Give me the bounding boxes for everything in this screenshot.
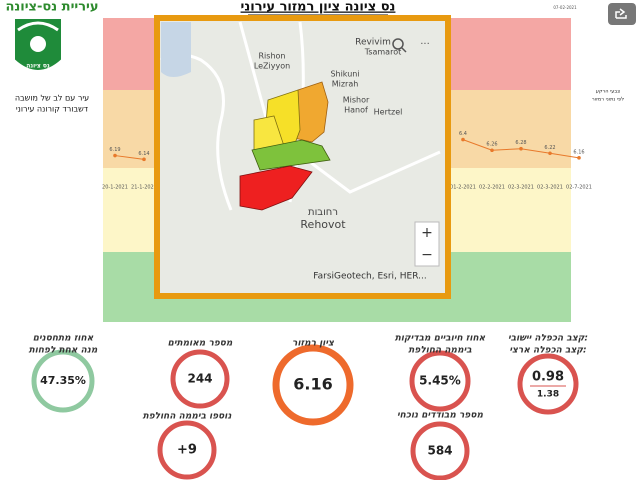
kpi-title: מספר מאומתים	[168, 339, 233, 349]
kpi-title: קצב הכפלה יישובי:	[508, 334, 588, 344]
kpi-value: +9	[177, 443, 197, 458]
map-zone-red	[239, 165, 313, 211]
point-label: 6.16	[573, 149, 584, 155]
kpi-title: מספר מבודדים נוכחי	[397, 411, 483, 421]
x-tick-label: 02-7-2021	[566, 185, 592, 191]
logo-emblem	[30, 36, 46, 52]
slogan: עיר עם לב של מושבה	[15, 94, 89, 103]
kpi-title: נוספו ביממה החולפת	[143, 412, 233, 422]
map-water	[161, 22, 191, 77]
logo-emblem	[17, 21, 59, 32]
place-label: LeZiyyon	[254, 62, 290, 71]
place-label: Rehovot	[300, 218, 346, 231]
map-zone-green	[251, 139, 331, 171]
trend-point	[113, 153, 117, 158]
kpi-title: אחוז חיוביים מבדיקות	[395, 334, 486, 344]
x-tick-label: 01-2-2021	[450, 185, 476, 191]
place-label: Mizrah	[332, 80, 359, 89]
kpi-ring	[157, 420, 217, 480]
city-name: עיריית נס-ציונה	[5, 0, 98, 15]
trend-point	[461, 137, 465, 142]
kpi-ring	[31, 349, 95, 413]
point-label: 6.22	[544, 145, 555, 151]
place-label: Tsamarot	[364, 48, 401, 57]
trend-point	[490, 148, 494, 153]
trend-point	[142, 157, 146, 162]
map-search[interactable]	[392, 38, 404, 50]
x-tick-label: 21-1-2021	[131, 185, 157, 191]
kpi-value: 5.45%	[419, 374, 461, 388]
point-label: 6.4	[459, 131, 467, 137]
x-tick-label: 20-1-2021	[102, 185, 128, 191]
kpi-value: 1.38	[537, 390, 559, 400]
share-icon	[615, 8, 627, 19]
kpi-ring	[272, 344, 354, 426]
kpi-ring	[410, 421, 470, 480]
zoom-out[interactable]: −	[421, 247, 433, 263]
zoom-in[interactable]: +	[421, 225, 433, 241]
map-zoom[interactable]	[414, 221, 440, 267]
place-label: Hertzel	[374, 108, 403, 117]
point-label: 6.19	[109, 147, 120, 153]
place-label: Hanof	[344, 106, 368, 115]
place-label: Mishor	[343, 96, 370, 105]
trend-chart: 6.19 6.14 6.4 6.26 6.28 6.22 6.16 20-1-2021 21-1…	[102, 131, 592, 190]
kpi-value: 0.98	[532, 370, 564, 385]
date: 07-02-2021	[553, 5, 577, 10]
kpi-ring	[170, 349, 230, 409]
kpi-title: ביממה החולפת	[408, 346, 472, 356]
map-attribution: FarsiGeotech, Esri, HER...	[313, 272, 426, 282]
kpi-title: ציון רמזור	[292, 339, 335, 349]
logo-text: נס ציונה	[26, 63, 50, 70]
kpi-value: 244	[187, 372, 212, 386]
kpi-title: אחוז מתחסנים	[33, 334, 94, 344]
subtitle: דשבורד קורונה עירוני	[16, 105, 89, 114]
kpi-value: 6.16	[293, 375, 332, 394]
x-tick-label: 02-3-2021	[508, 185, 534, 191]
legend-note: צבעי הרקע	[596, 89, 620, 95]
kpi-title: קצב הכפלה ארצי:	[509, 346, 586, 356]
kpis: אחוז מתחסנים מנה אחת לפחות 47.35% מספר מאומ…	[29, 334, 588, 480]
trend-point	[548, 151, 552, 156]
kpi-value: 47.35%	[40, 374, 86, 387]
kpi-title: מנה אחת לפחות	[29, 346, 98, 356]
kpi-ring	[409, 350, 471, 412]
place-label: רחובות	[308, 207, 338, 218]
trend-point	[577, 156, 581, 160]
point-label: 6.26	[486, 142, 497, 148]
trend-point	[519, 146, 523, 151]
point-label: 6.14	[138, 151, 149, 157]
place-label: Shikuni	[330, 70, 359, 79]
kpi-ring	[517, 353, 579, 415]
x-tick-label: 02-2-2021	[479, 185, 505, 191]
map-menu[interactable]: ···	[420, 39, 430, 50]
page-title: נס ציונה ציון רמזור עירוני	[241, 0, 396, 15]
point-label: 6.28	[515, 140, 526, 146]
legend-note: לפי נתוני רמזור	[592, 97, 624, 103]
place-label: Revivim	[355, 38, 391, 48]
x-tick-label: 02-3-2021	[537, 185, 563, 191]
map-search	[401, 47, 407, 53]
place-label: Rishon	[259, 52, 286, 61]
kpi-value: 584	[427, 444, 452, 458]
